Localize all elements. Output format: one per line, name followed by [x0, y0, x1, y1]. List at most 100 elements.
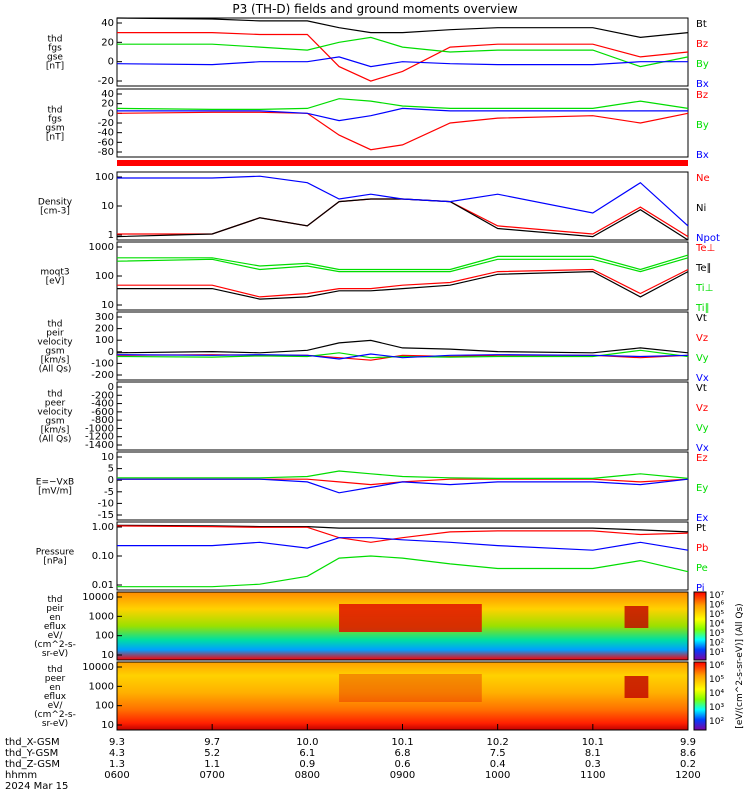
ytick-label-efield: 10 — [101, 452, 114, 463]
ytick-label-pressure: 0.10 — [92, 551, 114, 562]
spectrogram-peer-eflux — [117, 662, 688, 730]
xtick-z-gsm: 0.6 — [395, 759, 411, 770]
ylabel-line-peer-velocity: velocity — [37, 408, 73, 418]
colorbar-tick: 10⁴ — [709, 689, 724, 699]
series-line-Bt — [116, 17, 689, 39]
legend-density: Ne — [696, 173, 710, 184]
ylabel-temperature: moqt3[eV] — [40, 268, 69, 287]
xtick-z-gsm: 0.9 — [299, 759, 315, 770]
colorbar-tick: 10⁶ — [709, 661, 724, 671]
series-line-Ni — [116, 198, 689, 241]
legend-peer-velocity: Vy — [696, 423, 709, 434]
ylabel-line-efield: [mV/m] — [38, 487, 72, 497]
xtick-y-gsm: 8.6 — [680, 748, 696, 759]
ytick-label-peer-eflux: 100 — [95, 701, 114, 712]
ytick-label-efield: -10 — [98, 498, 114, 509]
panel-frame-peir-eflux — [116, 591, 689, 661]
xtick-x-gsm: 10.1 — [582, 737, 604, 748]
ylabel-line-density: Density — [38, 198, 73, 208]
colorbar-tick: 10² — [709, 639, 724, 649]
ylabel-line-peir-velocity: thd — [48, 320, 63, 330]
xtick-y-gsm: 4.3 — [109, 748, 125, 759]
ytick-label-efield: -15 — [98, 510, 114, 521]
colorbar-tick: 10⁴ — [709, 620, 724, 630]
ylabel-line-fgs-gsm: fgs — [48, 115, 62, 125]
legend-fgs-gse: By — [696, 59, 709, 70]
series-line-Ey — [117, 470, 689, 479]
colorbar-bottom — [693, 661, 707, 731]
xtick-hhmm: 1200 — [675, 770, 700, 781]
ytick-label-peir-eflux: 100 — [95, 631, 114, 642]
series-line-Ti⊥ — [117, 254, 689, 271]
ytick-label-peer-velocity: -600 — [91, 407, 114, 418]
xaxis-row-label: hhmm — [5, 770, 37, 781]
xtick-x-gsm: 9.7 — [204, 737, 220, 748]
ytick-label-fgs-gsm: 40 — [101, 89, 114, 100]
colorbar-tick: 10⁷ — [709, 591, 724, 601]
ytick-label-pressure: 1.00 — [92, 522, 114, 533]
ylabel-line-peir-eflux: thd — [48, 595, 63, 605]
ylabel-line-peer-velocity: peer — [45, 399, 66, 409]
ylabel-line-peer-eflux: peer — [45, 674, 66, 684]
ytick-label-temperature: 10 — [101, 300, 114, 311]
legend-pressure: Pb — [696, 543, 708, 554]
ylabel-line-peir-velocity: velocity — [37, 338, 73, 348]
ylabel-line-peer-eflux: sr-eV) — [42, 719, 68, 729]
series-line-Vt — [116, 339, 689, 354]
legend-pressure: Pi — [696, 583, 705, 594]
ylabel-line-peir-eflux: peir — [46, 604, 64, 614]
xtick-z-gsm: 1.1 — [204, 759, 220, 770]
legend-efield: Ey — [696, 483, 708, 494]
xtick-z-gsm: 0.2 — [680, 759, 696, 770]
legend-peir-velocity: Vt — [696, 313, 707, 324]
series-line-Pe — [117, 555, 689, 588]
panel-frame-peir-velocity — [116, 311, 689, 381]
xtick-y-gsm: 6.8 — [395, 748, 411, 759]
xtick-x-gsm: 9.9 — [680, 737, 696, 748]
series-line-Npot — [117, 175, 689, 227]
ylabel-pressure: Pressure[nPa] — [36, 548, 75, 567]
series-line-Bz — [116, 111, 689, 151]
xtick-hhmm: 0600 — [104, 770, 129, 781]
ytick-label-efield: 5 — [108, 464, 114, 475]
series-line-Bx — [116, 56, 688, 68]
ylabel-efield: E=−VxB[mV/m] — [36, 478, 74, 497]
ytick-label-fgs-gse: 20 — [101, 37, 114, 48]
ytick-label-fgs-gse: -20 — [98, 76, 114, 87]
panel-frame-fgs-gse — [116, 17, 689, 87]
legend-fgs-gsm: By — [696, 120, 709, 131]
ytick-label-peir-velocity: 200 — [95, 324, 114, 335]
series-line-Ti∥ — [116, 257, 689, 273]
ytick-label-peer-velocity: -400 — [91, 399, 114, 410]
ytick-label-peir-eflux: 1000 — [89, 611, 114, 622]
ytick-label-fgs-gsm: -20 — [98, 118, 114, 129]
xtick-x-gsm: 10.1 — [391, 737, 413, 748]
spectrogram-band2-peer-eflux — [624, 676, 649, 698]
ytick-label-peir-velocity: 300 — [95, 312, 114, 323]
ylabel-line-peir-eflux: eflux — [44, 622, 67, 632]
series-line-Bx — [117, 107, 688, 122]
ylabel-line-peir-eflux: en — [49, 613, 60, 623]
colorbar-label: [eV/(cm^2-s-sr-eV)] (All Qs) — [735, 603, 745, 728]
chart-title: P3 (TH-D) fields and ground moments over… — [232, 2, 518, 16]
ylabel-line-pressure: Pressure — [36, 548, 75, 558]
colorbar-top — [693, 591, 707, 661]
legend-fgs-gsm: Bz — [696, 90, 708, 101]
ytick-label-fgs-gse: 0 — [108, 57, 114, 68]
ylabel-line-peir-eflux: (cm^2-s- — [34, 640, 76, 650]
ytick-label-peir-eflux: 10000 — [82, 592, 114, 603]
ylabel-line-peer-velocity: thd — [48, 390, 63, 400]
ytick-label-peer-velocity: -1000 — [85, 423, 114, 434]
ytick-label-peer-eflux: 10000 — [82, 662, 114, 673]
legend-fgs-gse: Bx — [696, 79, 709, 90]
legend-pressure: Pt — [696, 523, 706, 534]
legend-peir-velocity: Vx — [696, 373, 709, 384]
ylabel-line-peer-eflux: (cm^2-s- — [34, 710, 76, 720]
ytick-label-peer-eflux: 10 — [101, 720, 114, 731]
xtick-x-gsm: 9.3 — [109, 737, 125, 748]
